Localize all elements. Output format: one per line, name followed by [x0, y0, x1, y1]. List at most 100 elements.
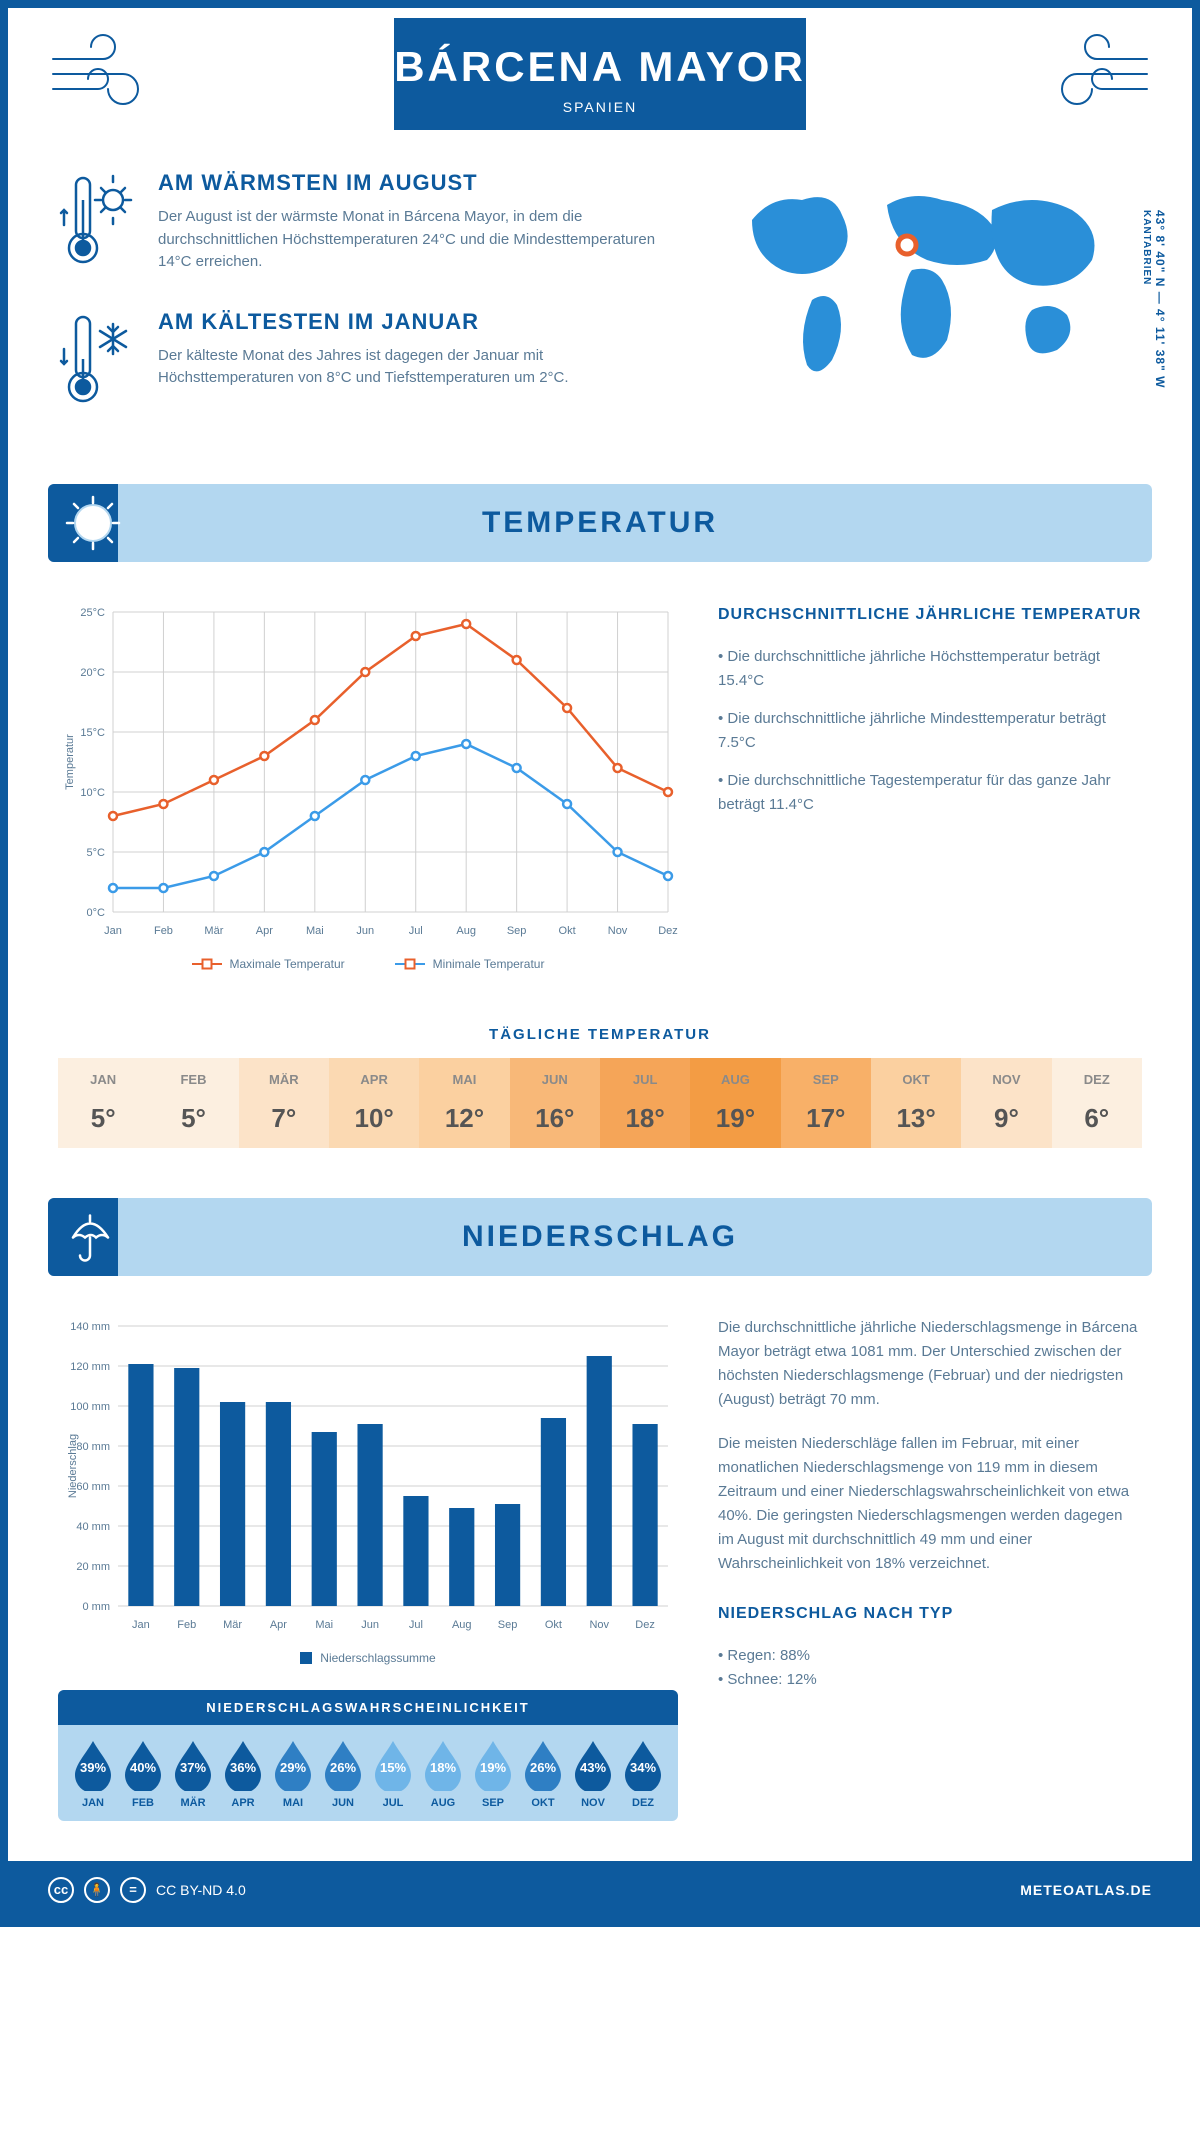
coldest-fact: AM KÄLTESTEN IM JANUAR Der kälteste Mona… [58, 309, 682, 409]
daily-temp-table: JAN5°FEB5°MÄR7°APR10°MAI12°JUN16°JUL18°A… [58, 1058, 1142, 1148]
svg-text:Jan: Jan [132, 1619, 150, 1631]
avg-temp-title: DURCHSCHNITTLICHE JÄHRLICHE TEMPERATUR [718, 602, 1142, 628]
thermometer-hot-icon [58, 170, 138, 270]
country-subtitle: SPANIEN [394, 99, 806, 115]
probability-title: NIEDERSCHLAGSWAHRSCHEINLICHKEIT [58, 1690, 678, 1725]
svg-text:Aug: Aug [452, 1619, 472, 1631]
umbrella-icon [63, 1209, 118, 1264]
temp-cell: JAN5° [58, 1058, 148, 1148]
svg-text:Mär: Mär [223, 1619, 242, 1631]
prob-cell: 19%SEP [468, 1737, 518, 1809]
world-map: 43° 8' 40" N — 4° 11' 38" W KANTABRIEN [722, 170, 1142, 444]
svg-text:0°C: 0°C [87, 907, 106, 919]
svg-text:0 mm: 0 mm [83, 1601, 111, 1613]
svg-text:Mai: Mai [306, 925, 324, 937]
prob-cell: 39%JAN [68, 1737, 118, 1809]
temp-cell: DEZ6° [1052, 1058, 1142, 1148]
svg-text:120 mm: 120 mm [70, 1361, 110, 1373]
prob-cell: 43%NOV [568, 1737, 618, 1809]
location-title: BÁRCENA MAYOR [394, 43, 806, 91]
svg-text:Nov: Nov [589, 1619, 609, 1631]
prob-cell: 26%JUN [318, 1737, 368, 1809]
temperature-section-header: TEMPERATUR [48, 484, 1152, 562]
title-banner: BÁRCENA MAYOR SPANIEN [394, 18, 806, 130]
svg-text:100 mm: 100 mm [70, 1401, 110, 1413]
prob-cell: 26%OKT [518, 1737, 568, 1809]
prob-cell: 29%MAI [268, 1737, 318, 1809]
svg-text:Dez: Dez [658, 925, 678, 937]
prob-cell: 40%FEB [118, 1737, 168, 1809]
wind-icon-right [1037, 34, 1157, 114]
svg-text:40 mm: 40 mm [76, 1521, 110, 1533]
coordinates: 43° 8' 40" N — 4° 11' 38" W KANTABRIEN [1139, 210, 1167, 444]
svg-text:Niederschlag: Niederschlag [67, 1433, 79, 1497]
temp-cell: APR10° [329, 1058, 419, 1148]
by-icon: 🧍 [84, 1877, 110, 1903]
temp-chart-legend: .leg-line:nth-child(1)::after{border-col… [58, 957, 678, 971]
svg-text:Feb: Feb [177, 1619, 196, 1631]
svg-text:60 mm: 60 mm [76, 1481, 110, 1493]
svg-text:Mai: Mai [315, 1619, 333, 1631]
brand-text: METEOATLAS.DE [1020, 1882, 1152, 1898]
prob-cell: 37%MÄR [168, 1737, 218, 1809]
svg-text:Jun: Jun [361, 1619, 379, 1631]
svg-text:Feb: Feb [154, 925, 173, 937]
coldest-title: AM KÄLTESTEN IM JANUAR [158, 309, 682, 335]
daily-temp-title: TÄGLICHE TEMPERATUR [8, 1026, 1192, 1043]
temp-cell: NOV9° [961, 1058, 1051, 1148]
precip-type-rain: • Regen: 88% [718, 1644, 1142, 1668]
svg-text:Jan: Jan [104, 925, 122, 937]
wind-icon-left [43, 34, 163, 114]
svg-text:5°C: 5°C [87, 847, 106, 859]
warmest-text: Der August ist der wärmste Monat in Bárc… [158, 206, 682, 274]
temp-bullet-2: • Die durchschnittliche jährliche Mindes… [718, 707, 1142, 755]
temp-cell: SEP17° [781, 1058, 871, 1148]
precip-legend: Niederschlagssumme [58, 1651, 678, 1665]
warmest-fact: AM WÄRMSTEN IM AUGUST Der August ist der… [58, 170, 682, 274]
sun-icon [63, 493, 123, 553]
precipitation-section-header: NIEDERSCHLAG [48, 1198, 1152, 1276]
warmest-title: AM WÄRMSTEN IM AUGUST [158, 170, 682, 196]
footer: cc 🧍 = CC BY-ND 4.0 METEOATLAS.DE [8, 1861, 1192, 1919]
svg-text:80 mm: 80 mm [76, 1441, 110, 1453]
temp-cell: MAI12° [419, 1058, 509, 1148]
svg-text:20°C: 20°C [80, 667, 105, 679]
precip-type-snow: • Schnee: 12% [718, 1668, 1142, 1692]
temperature-content: 0°C 5°C 10°C 15°C 20°C 25°C Jan Feb Mär Apr Mai Jun… [8, 562, 1192, 1011]
svg-text:Temperatur: Temperatur [64, 733, 76, 789]
precip-type-title: NIEDERSCHLAG NACH TYP [718, 1601, 1142, 1627]
svg-text:Okt: Okt [559, 925, 576, 937]
svg-text:Jul: Jul [409, 925, 423, 937]
svg-text:Apr: Apr [270, 1619, 287, 1631]
temperature-line-chart: 0°C 5°C 10°C 15°C 20°C 25°C Jan Feb Mär Apr Mai Jun… [58, 602, 678, 942]
svg-text:20 mm: 20 mm [76, 1561, 110, 1573]
prob-cell: 15%JUL [368, 1737, 418, 1809]
precipitation-title: NIEDERSCHLAG [70, 1220, 1130, 1254]
thermometer-cold-icon [58, 309, 138, 409]
intro-section: AM WÄRMSTEN IM AUGUST Der August ist der… [8, 130, 1192, 484]
svg-text:25°C: 25°C [80, 607, 105, 619]
license-block: cc 🧍 = CC BY-ND 4.0 [48, 1877, 246, 1903]
cc-icon: cc [48, 1877, 74, 1903]
header-row: BÁRCENA MAYOR SPANIEN [8, 8, 1192, 130]
probability-box: NIEDERSCHLAGSWAHRSCHEINLICHKEIT 39%JAN40… [58, 1690, 678, 1821]
svg-text:Aug: Aug [456, 925, 476, 937]
svg-text:15°C: 15°C [80, 727, 105, 739]
svg-text:Okt: Okt [545, 1619, 562, 1631]
precipitation-bar-chart: 0 mm 20 mm 40 mm 60 mm 80 mm 100 mm 120 mm 140 … [58, 1316, 678, 1636]
license-text: CC BY-ND 4.0 [156, 1882, 246, 1898]
temp-cell: OKT13° [871, 1058, 961, 1148]
prob-cell: 18%AUG [418, 1737, 468, 1809]
svg-text:Jun: Jun [356, 925, 374, 937]
precipitation-content: 0 mm 20 mm 40 mm 60 mm 80 mm 100 mm 120 mm 140 … [8, 1276, 1192, 1861]
svg-text:10°C: 10°C [80, 787, 105, 799]
svg-text:Sep: Sep [507, 925, 527, 937]
svg-text:Mär: Mär [204, 925, 223, 937]
temp-cell: AUG19° [690, 1058, 780, 1148]
infographic-frame: BÁRCENA MAYOR SPANIEN AM WÄRMSTEN IM AUG… [0, 0, 1200, 1927]
svg-text:140 mm: 140 mm [70, 1321, 110, 1333]
svg-text:Sep: Sep [498, 1619, 518, 1631]
temp-bullet-3: • Die durchschnittliche Tagestemperatur … [718, 769, 1142, 817]
svg-text:Apr: Apr [256, 925, 273, 937]
prob-cell: 36%APR [218, 1737, 268, 1809]
